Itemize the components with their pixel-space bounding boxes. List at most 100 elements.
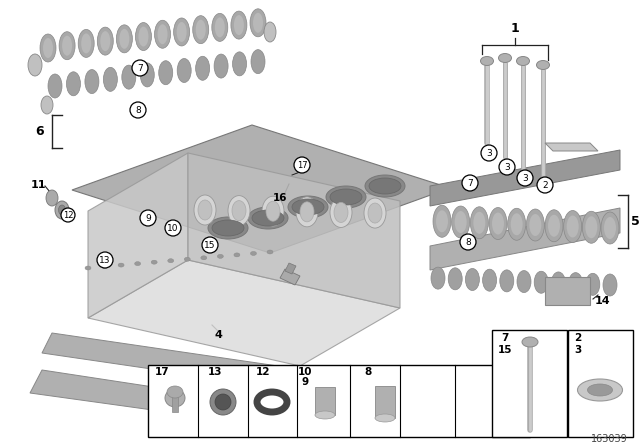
Ellipse shape [215,17,225,37]
Ellipse shape [198,200,212,220]
Ellipse shape [177,59,191,82]
Ellipse shape [250,9,266,37]
Ellipse shape [122,65,136,89]
Circle shape [61,208,75,222]
Ellipse shape [157,24,168,44]
Ellipse shape [511,213,523,235]
Ellipse shape [375,414,395,422]
Ellipse shape [173,18,189,46]
Text: 14: 14 [594,296,610,306]
Ellipse shape [536,60,550,69]
Ellipse shape [368,203,382,223]
Ellipse shape [154,20,170,48]
Ellipse shape [194,195,216,225]
Ellipse shape [264,22,276,42]
Ellipse shape [159,61,173,85]
Circle shape [202,237,218,253]
Ellipse shape [196,20,205,40]
Ellipse shape [62,36,72,56]
Ellipse shape [168,259,173,263]
Circle shape [537,177,553,193]
Circle shape [481,145,497,161]
Text: 8: 8 [465,237,471,246]
Text: 3: 3 [574,345,582,355]
Circle shape [517,170,533,186]
Ellipse shape [100,31,110,51]
Polygon shape [430,150,620,206]
Ellipse shape [136,22,152,51]
Ellipse shape [548,215,560,237]
Ellipse shape [58,205,65,215]
Ellipse shape [499,53,511,63]
Ellipse shape [369,178,401,194]
Ellipse shape [59,32,75,60]
Ellipse shape [48,74,62,98]
Ellipse shape [167,386,183,398]
Polygon shape [284,379,291,395]
Text: 8: 8 [135,105,141,115]
Ellipse shape [577,379,623,401]
Ellipse shape [330,189,362,205]
Ellipse shape [330,198,352,228]
Ellipse shape [120,29,129,49]
Ellipse shape [184,257,190,261]
Ellipse shape [564,211,582,242]
Polygon shape [276,378,283,394]
Ellipse shape [252,210,284,226]
Circle shape [462,175,478,191]
Text: 9: 9 [145,214,151,223]
Ellipse shape [28,54,42,76]
Text: 12: 12 [63,211,73,220]
Ellipse shape [452,206,470,238]
Ellipse shape [470,207,488,239]
Circle shape [460,234,476,250]
Text: 17: 17 [297,160,307,169]
FancyBboxPatch shape [545,277,590,305]
Ellipse shape [40,34,56,62]
Ellipse shape [218,254,223,258]
Ellipse shape [232,201,246,220]
Ellipse shape [228,196,250,226]
Text: 9: 9 [301,377,308,387]
Ellipse shape [296,197,318,227]
Text: 10: 10 [167,224,179,233]
Ellipse shape [266,201,280,221]
Ellipse shape [508,208,525,240]
Ellipse shape [81,34,91,53]
Ellipse shape [454,211,467,233]
Circle shape [97,252,113,268]
FancyBboxPatch shape [375,386,395,418]
Text: 5: 5 [630,215,639,228]
Circle shape [165,220,181,236]
Text: 163039: 163039 [591,434,628,444]
Ellipse shape [138,26,148,47]
Polygon shape [30,370,278,426]
Polygon shape [280,269,300,285]
Text: 13: 13 [99,255,111,264]
Ellipse shape [234,15,244,35]
Ellipse shape [46,190,58,206]
Ellipse shape [433,205,451,237]
Text: 2: 2 [574,333,582,343]
Polygon shape [268,378,275,394]
Circle shape [294,157,310,173]
Text: 1: 1 [511,22,520,34]
Polygon shape [292,379,299,396]
Text: 6: 6 [36,125,44,138]
Ellipse shape [55,201,69,219]
Polygon shape [300,380,307,396]
Text: 7: 7 [501,333,509,343]
Ellipse shape [516,56,529,65]
Polygon shape [88,153,188,318]
Ellipse shape [582,211,600,243]
Text: 17: 17 [155,367,170,377]
FancyBboxPatch shape [492,330,567,437]
Ellipse shape [165,389,185,407]
Ellipse shape [365,175,405,197]
Polygon shape [430,208,620,270]
Ellipse shape [201,256,207,260]
Ellipse shape [474,212,485,234]
Ellipse shape [436,210,448,232]
Ellipse shape [212,220,244,236]
Text: 11: 11 [30,180,45,190]
